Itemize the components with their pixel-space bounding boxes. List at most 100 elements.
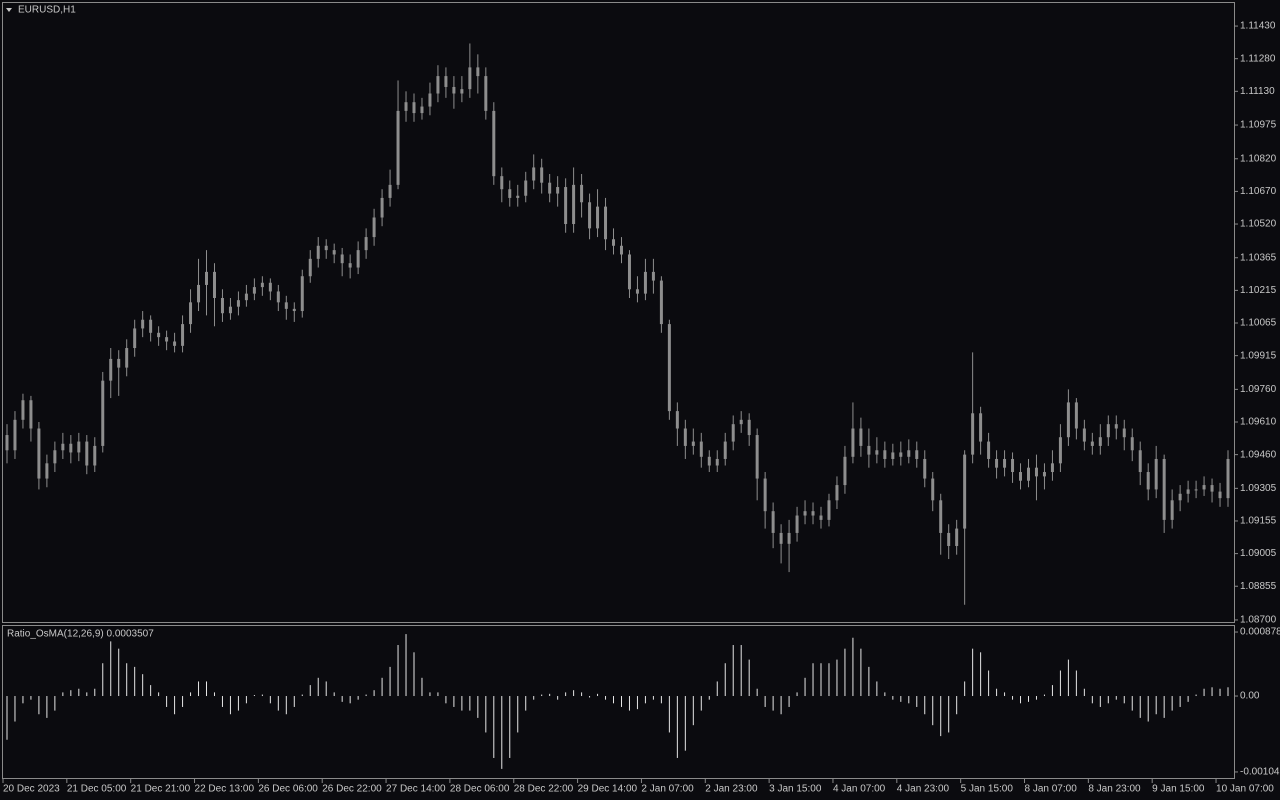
candle-body <box>707 456 711 466</box>
candle-body <box>1026 467 1030 481</box>
candle-body <box>5 435 9 451</box>
candle-body <box>604 206 608 240</box>
x-tick-label: 2 Jan 07:00 <box>641 784 694 795</box>
y-tick-label: 0.0008783 <box>1240 627 1280 638</box>
candle-body <box>428 93 432 107</box>
candle-body <box>827 500 831 520</box>
candle-body <box>508 189 512 198</box>
candle-body <box>21 400 25 420</box>
candle-body <box>715 458 719 466</box>
y-tick-label: 1.09760 <box>1240 384 1277 395</box>
candle-body <box>181 324 185 346</box>
candle-body <box>995 458 999 468</box>
candle-body <box>244 293 248 301</box>
candle-body <box>1003 458 1007 468</box>
candle-body <box>851 428 855 457</box>
candle-body <box>963 454 967 529</box>
candle-body <box>29 400 33 429</box>
x-tick-label: 21 Dec 21:00 <box>131 784 191 795</box>
x-tick-label: 4 Jan 23:00 <box>897 784 950 795</box>
y-tick-label: 1.10820 <box>1240 153 1277 164</box>
candle-body <box>1138 450 1142 473</box>
candle-body <box>268 282 272 292</box>
y-tick-label: 1.09005 <box>1240 548 1277 559</box>
candle-body <box>835 485 839 501</box>
y-tick-label: 1.11130 <box>1240 86 1275 97</box>
candle-body <box>1186 489 1190 494</box>
candle-body <box>276 291 280 303</box>
candle-body <box>763 478 767 512</box>
x-tick-label: 3 Jan 15:00 <box>769 784 822 795</box>
candle-body <box>883 450 887 459</box>
candle-body <box>13 419 17 451</box>
x-tick-label: 26 Dec 06:00 <box>258 784 318 795</box>
y-tick-label: 1.10670 <box>1240 186 1277 197</box>
candle-body <box>380 197 384 218</box>
candle-body <box>61 443 65 451</box>
candle-body <box>412 102 416 114</box>
candle-body <box>316 245 320 259</box>
candle-body <box>747 419 751 436</box>
candle-body <box>420 106 424 114</box>
candle-body <box>149 319 153 333</box>
candle-body <box>548 182 552 194</box>
main-pane-frame <box>2 2 1235 623</box>
candle-body <box>899 452 903 457</box>
candle-body <box>45 463 49 479</box>
candle-body <box>165 337 169 342</box>
candle-body <box>1130 437 1134 451</box>
candle-body <box>612 239 616 246</box>
candle-body <box>93 445 97 466</box>
candle-body <box>1042 472 1046 477</box>
candle-body <box>787 532 791 544</box>
candle-body <box>699 441 703 457</box>
candle-body <box>1034 467 1038 477</box>
x-tick-label: 29 Dec 14:00 <box>578 784 638 795</box>
candle-body <box>947 532 951 546</box>
y-tick-label: 1.10065 <box>1240 318 1277 329</box>
candle-body <box>1218 491 1222 499</box>
candle-body <box>939 500 943 533</box>
candle-body <box>101 380 105 446</box>
candle-body <box>1019 472 1023 481</box>
x-tick-label: 9 Jan 15:00 <box>1152 784 1205 795</box>
candle-body <box>500 176 504 190</box>
candle-body <box>348 263 352 268</box>
candle-body <box>556 187 560 194</box>
candle-body <box>396 110 400 185</box>
candle-body <box>77 441 81 453</box>
candle-body <box>867 445 871 455</box>
candle-body <box>1162 458 1166 520</box>
candle-body <box>1210 485 1214 492</box>
candle-body <box>915 450 919 459</box>
candle-body <box>635 289 639 294</box>
candle-body <box>1202 485 1206 490</box>
candle-body <box>564 187 568 225</box>
candle-body <box>1050 463 1054 473</box>
candle-body <box>540 167 544 183</box>
candle-body <box>875 450 879 455</box>
candle-body <box>1098 437 1102 446</box>
y-tick-label: 1.11280 <box>1240 53 1276 64</box>
candle-body <box>843 456 847 486</box>
symbol-dropdown-arrow[interactable] <box>6 8 12 12</box>
candle-body <box>731 424 735 442</box>
candle-body <box>524 180 528 196</box>
candle-body <box>580 184 584 203</box>
candle-body <box>85 441 89 466</box>
candle-body <box>220 297 224 314</box>
x-tick-label: 8 Jan 23:00 <box>1088 784 1141 795</box>
candle-body <box>284 302 288 309</box>
x-tick-label: 2 Jan 23:00 <box>705 784 758 795</box>
candle-body <box>619 245 623 255</box>
candle-body <box>236 300 240 307</box>
candle-body <box>173 341 177 346</box>
candle-body <box>931 478 935 501</box>
candle-body <box>109 358 113 381</box>
candle-body <box>476 67 480 77</box>
x-tick-label: 5 Jan 15:00 <box>961 784 1014 795</box>
candle-body <box>803 511 807 516</box>
candle-body <box>404 102 408 111</box>
